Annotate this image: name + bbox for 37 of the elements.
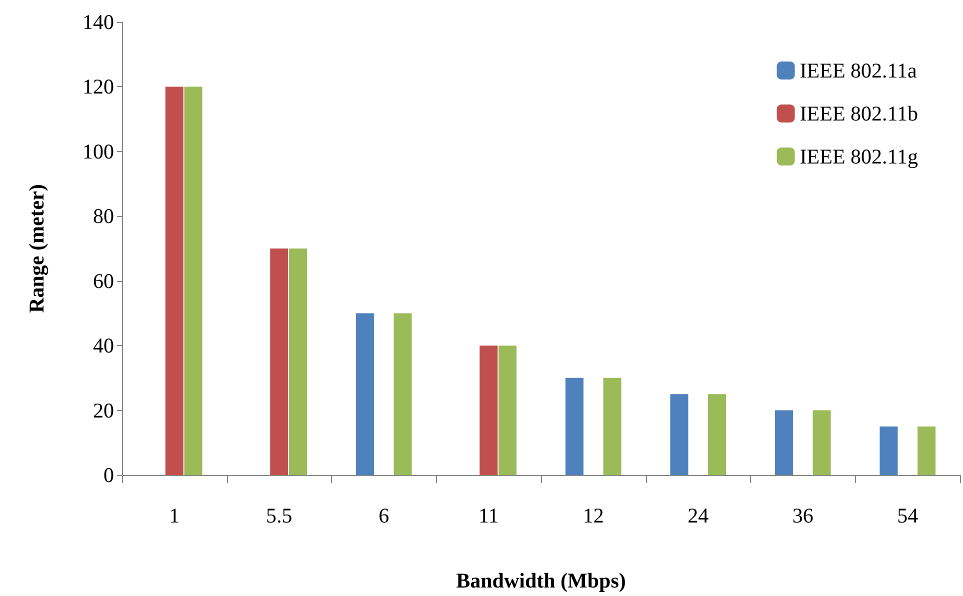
y-tick-label: 40 [93, 334, 114, 358]
legend-label: IEEE 802.11a [800, 58, 918, 82]
bar [184, 86, 202, 475]
x-tick-label: 24 [688, 504, 710, 528]
bar [498, 346, 517, 475]
x-axis-title: Bandwidth (Mbps) [456, 568, 626, 592]
bar [165, 86, 184, 475]
x-tick-label: 36 [792, 504, 814, 528]
x-tick-label: 5.5 [266, 504, 292, 528]
bar [670, 394, 688, 475]
bar [774, 410, 793, 475]
y-tick-label: 100 [82, 139, 114, 164]
y-tick-label: 0 [104, 463, 114, 487]
bar [356, 313, 374, 475]
y-tick-label: 80 [93, 204, 114, 228]
x-tick-label: 6 [378, 504, 390, 528]
bar [812, 410, 831, 475]
legend-label: IEEE 802.11g [800, 144, 918, 168]
x-tick-label: 12 [582, 504, 604, 528]
bar [394, 313, 412, 475]
x-tick-label: 1 [169, 504, 180, 528]
x-tick-label: 11 [478, 504, 499, 528]
bar [289, 248, 308, 475]
y-axis-title: Range (meter) [24, 184, 48, 313]
bar [270, 248, 288, 475]
bar [480, 346, 498, 475]
y-tick-label: 20 [93, 398, 114, 422]
y-tick-label: 60 [93, 268, 114, 293]
y-tick-label: 140 [82, 10, 114, 34]
x-tick-label: 54 [897, 504, 919, 528]
bar [880, 426, 898, 475]
bar [603, 378, 622, 475]
legend-label: IEEE 802.11b [800, 102, 918, 126]
bar [918, 426, 936, 475]
bar [565, 378, 584, 475]
bar [708, 394, 726, 475]
y-tick-label: 120 [82, 74, 114, 99]
